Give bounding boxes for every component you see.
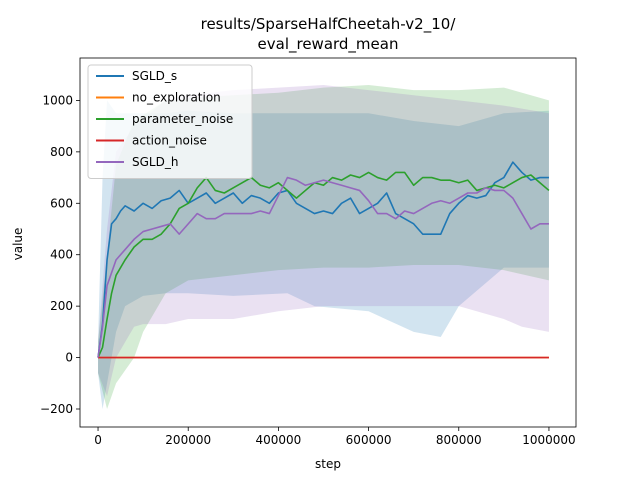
- chart-title-line2: eval_reward_mean: [258, 35, 399, 54]
- x-tick-label: 1000000: [522, 433, 575, 447]
- series-line-SGLD_h: [97, 176, 549, 358]
- y-tick-label: 1000: [42, 93, 73, 107]
- legend-box: [87, 64, 253, 179]
- y-axis-label: value: [11, 228, 25, 261]
- legend-label-action_noise: action_noise: [132, 134, 207, 148]
- legend-label-SGLD_h: SGLD_h: [132, 155, 178, 169]
- x-tick-label: 0: [94, 433, 102, 447]
- legend-label-SGLD_s: SGLD_s: [132, 69, 177, 83]
- series-line-SGLD_s: [97, 161, 549, 358]
- x-tick-label: 400000: [255, 433, 301, 447]
- legend-label-parameter_noise: parameter_noise: [132, 112, 233, 126]
- x-tick-label: 600000: [346, 433, 392, 447]
- y-tick-label: −200: [40, 402, 73, 416]
- y-tick-label: 0: [65, 351, 73, 365]
- x-tick-label: 200000: [165, 433, 211, 447]
- plot-area: 0 200000 400000 600000 800000 1000000 −200 0 200…: [40, 57, 577, 447]
- y-tick-label: 400: [50, 248, 73, 262]
- y-tick-label: 600: [50, 196, 73, 210]
- x-tick-label: 800000: [436, 433, 482, 447]
- chart-title-line1: results/SparseHalfCheetah-v2_10/: [201, 15, 457, 34]
- y-tick-label: 200: [50, 299, 73, 313]
- y-tick-label: 800: [50, 145, 73, 159]
- legend-label-no_exploration: no_exploration: [132, 91, 221, 105]
- x-axis-label: step: [315, 457, 341, 471]
- axes-frame: [79, 57, 577, 428]
